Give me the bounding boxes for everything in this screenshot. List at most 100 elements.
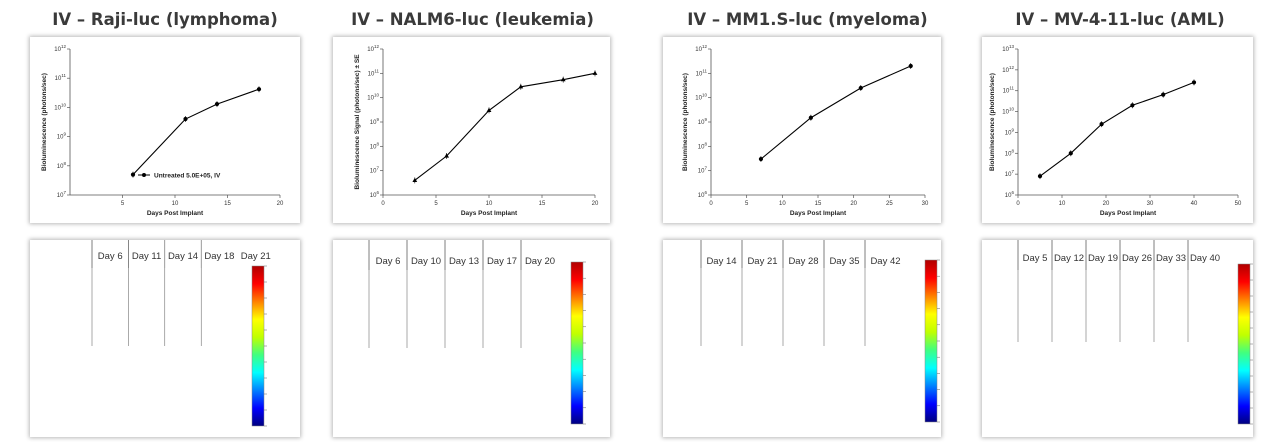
y-tick-label: 108 (1005, 148, 1015, 157)
chart-panel-nalm6: 106 107 108 109 1010 1011 1012 0 5 10 15 20 Days Pos… (333, 37, 610, 223)
data-point (444, 153, 449, 158)
data-point (592, 70, 598, 75)
panel-title-raji: IV – Raji-luc (lymphoma) (52, 10, 278, 29)
day-label: Day 40 (1190, 253, 1220, 264)
imaging-panel-mv411: Day 5 Day 12 Day 19 Day 26 Day 33 Day 40 Prone… (982, 240, 1253, 437)
x-tick-label: 20 (850, 201, 857, 207)
y-tick-label: 108 (57, 161, 67, 170)
y-tick-label: 1012 (367, 44, 379, 53)
imaging-panel-raji: Day 6 Day 11 Day 14 Day 18 Day 21 Deceased Pro… (30, 240, 300, 437)
day-label: Day 14 (706, 256, 736, 267)
x-axis-label: Days Post Implant (1100, 210, 1157, 217)
panel-title-mm1s: IV – MM1.S-luc (myeloma) (687, 10, 928, 29)
y-tick-label: 1010 (695, 93, 707, 102)
deceased-label: Deceased (245, 240, 268, 242)
y-tick-label: 109 (57, 132, 67, 141)
day-label: Day 21 (241, 251, 271, 262)
x-tick-label: 0 (381, 201, 385, 207)
series-line (760, 65, 911, 160)
y-axis-label: Bioluminescence (photons/sec) (989, 73, 996, 171)
colorbar (924, 259, 938, 423)
orientation-label-supine: Supine (663, 240, 683, 243)
imaging-panel-mm1s: Day 14 Day 21 Day 28 Day 35 Day 42 ProneSupin… (663, 240, 941, 437)
orientation-label-prone: Prone (982, 240, 999, 243)
y-tick-label: 107 (1005, 169, 1015, 178)
day-label: Day 5 (1023, 253, 1048, 264)
day-label: Day 21 (747, 256, 777, 267)
y-tick-label: 1011 (55, 73, 67, 82)
day-label: Day 19 (1088, 253, 1118, 264)
x-tick-label: 40 (1191, 201, 1198, 207)
y-tick-label: 106 (370, 190, 380, 199)
x-axis-label: Days Post Implant (461, 210, 518, 217)
imaging-nalm6: Day 6 Day 10 Day 13 Day 17 Day 20 ProneSupine (333, 240, 586, 425)
data-point (1191, 80, 1197, 85)
data-point (1099, 122, 1104, 127)
x-tick-label: 0 (1016, 201, 1020, 207)
x-tick-label: 20 (277, 201, 284, 207)
y-tick-label: 107 (698, 166, 708, 175)
series-line (414, 72, 596, 181)
day-label: Day 20 (525, 256, 555, 267)
x-tick-label: 5 (121, 201, 125, 207)
x-tick-label: 30 (922, 201, 929, 207)
day-label: Day 11 (132, 251, 161, 262)
imaging-mm1s: Day 14 Day 21 Day 28 Day 35 Day 42 ProneSupin… (663, 240, 940, 423)
x-tick-label: 15 (224, 201, 231, 207)
x-tick-label: 10 (779, 201, 786, 207)
x-tick-label: 10 (172, 201, 179, 207)
data-point (183, 116, 188, 122)
day-label: Day 6 (98, 251, 123, 262)
y-tick-label: 107 (370, 166, 380, 175)
orientation-label-prone: Prone (30, 240, 47, 243)
x-tick-label: 30 (1147, 201, 1154, 207)
y-tick-label: 1011 (696, 68, 708, 77)
data-point (518, 84, 524, 89)
data-point (858, 85, 863, 91)
orientation-label-supine: Supine (30, 240, 50, 243)
deceased-label: Deceased (245, 240, 268, 242)
day-label: Day 12 (1054, 253, 1084, 264)
x-tick-label: 5 (745, 201, 749, 207)
data-point (1161, 92, 1166, 97)
day-label: Day 14 (168, 251, 198, 262)
chart-mv411: 106 107 108 109 1010 1011 1012 1013 0 10 20 30 40 50 D… (989, 44, 1242, 217)
panel-title-mv411: IV – MV-4-11-luc (AML) (1015, 10, 1225, 29)
y-tick-label: 108 (370, 141, 380, 150)
chart-raji: 107 108 109 1010 1011 1012 5 10 15 20 Days Post Im… (41, 44, 284, 217)
y-tick-label: 109 (370, 117, 380, 126)
y-tick-label: 1010 (1002, 107, 1014, 116)
chart-nalm6: 106 107 108 109 1010 1011 1012 0 5 10 15 20 Days Pos… (354, 44, 599, 217)
y-tick-label: 108 (698, 141, 708, 150)
chart-panel-mm1s: 106 107 108 109 1010 1011 1012 0 5 10 15 20 25 30 Days… (663, 37, 941, 223)
y-axis-label: Bioluminescence (photons/sec) (41, 73, 48, 171)
data-point (1130, 103, 1135, 108)
day-label: Day 10 (411, 256, 441, 267)
series-line (132, 88, 260, 175)
day-label: Day 17 (487, 256, 517, 267)
legend-marker (142, 173, 146, 177)
imaging-mv411: Day 5 Day 12 Day 19 Day 26 Day 33 Day 40 Prone… (982, 240, 1253, 425)
x-tick-label: 15 (539, 201, 546, 207)
orientation-label-prone: Prone (663, 240, 680, 243)
day-label: Day 42 (870, 256, 900, 267)
y-tick-label: 106 (698, 190, 708, 199)
day-label: Day 35 (829, 256, 859, 267)
data-point (486, 107, 492, 112)
y-axis-label: Bioluminescence (photons/sec) (682, 73, 689, 171)
day-label: Day 33 (1156, 253, 1186, 264)
orientation-label-prone: Prone (333, 240, 350, 243)
y-tick-label: 109 (698, 117, 708, 126)
panel-title-nalm6: IV – NALM6-luc (leukemia) (351, 10, 594, 29)
x-tick-label: 5 (434, 201, 438, 207)
x-tick-label: 15 (815, 201, 822, 207)
x-tick-label: 25 (886, 201, 893, 207)
colorbar (1237, 263, 1251, 425)
imaging-raji: Day 6 Day 11 Day 14 Day 18 Day 21 Deceased Pro… (30, 240, 271, 427)
x-tick-label: 10 (486, 201, 493, 207)
y-tick-label: 1010 (54, 102, 66, 111)
data-point (808, 115, 813, 120)
colorbar (251, 265, 265, 427)
orientation-label-supine: Supine (982, 240, 1002, 243)
data-point (1068, 151, 1073, 156)
